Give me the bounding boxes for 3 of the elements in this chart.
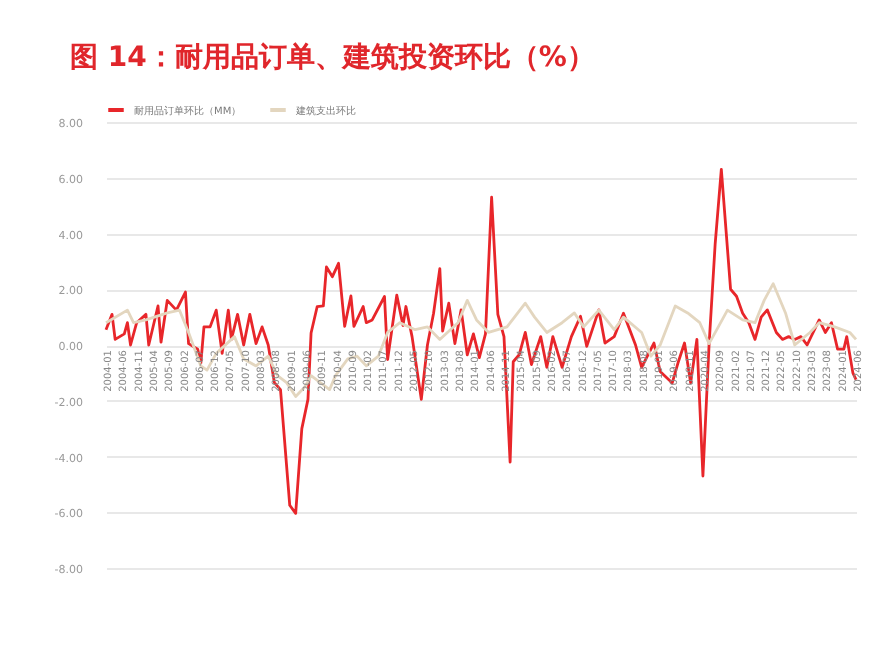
line-series — [104, 282, 858, 398]
line-series — [104, 167, 858, 515]
chart-title: 图 14：耐用品订单、建筑投资环比（%） — [70, 40, 595, 76]
